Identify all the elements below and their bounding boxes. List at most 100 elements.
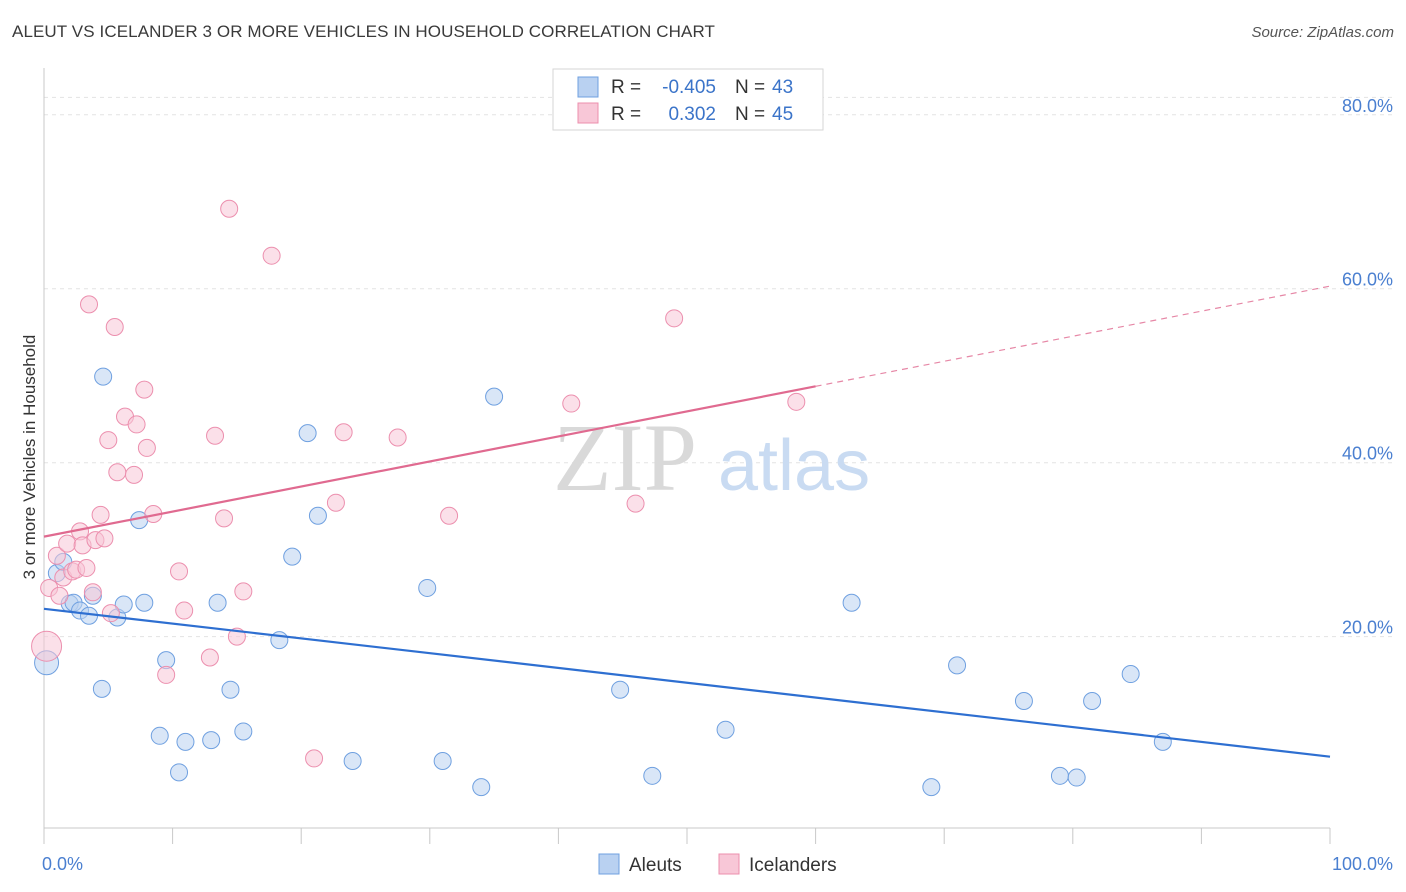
point-aleuts [1067, 768, 1086, 787]
grid-lines [44, 96, 1392, 638]
point-aleuts [234, 722, 253, 741]
tick-labels: 20.0% 40.0% 60.0% 80.0% 0.0% 100.0% [42, 96, 1393, 874]
legend-bottom-swatch-icelanders [718, 853, 740, 875]
legend-stats: R = -0.405 N = 43 R = 0.302 N = 45 [552, 68, 824, 131]
point-icelanders [234, 582, 253, 601]
point-aleuts [176, 732, 195, 751]
point-aleuts [221, 680, 240, 699]
point-icelanders [215, 509, 234, 528]
point-icelanders [626, 494, 645, 513]
point-aleuts [922, 778, 941, 797]
point-icelanders [305, 749, 324, 768]
y-tick-label: 60.0% [1342, 270, 1393, 290]
point-icelanders [77, 558, 96, 577]
point-icelanders [665, 309, 684, 328]
point-aleuts [1083, 692, 1102, 711]
point-aleuts [114, 595, 133, 614]
point-icelanders [326, 493, 345, 512]
legend-n-label-aleuts: N = [735, 77, 765, 98]
point-aleuts [92, 679, 111, 698]
point-aleuts [308, 506, 327, 525]
data-points [31, 199, 1172, 797]
watermark-zip: ZIP [553, 404, 697, 511]
trend-line-icelanders [43, 385, 816, 538]
point-aleuts [208, 593, 227, 612]
point-icelanders [170, 562, 189, 581]
point-icelanders [58, 534, 77, 553]
point-icelanders [83, 583, 102, 602]
x-tick-label-min: 0.0% [42, 854, 83, 874]
point-icelanders [388, 428, 407, 447]
point-aleuts [433, 752, 452, 771]
point-aleuts [418, 578, 437, 597]
legend-bottom-label-aleuts: Aleuts [629, 855, 682, 876]
point-aleuts [150, 726, 169, 745]
legend-n-label-icelanders: N = [735, 104, 765, 125]
point-aleuts [485, 387, 504, 406]
legend-r-value-aleuts: -0.405 [662, 77, 716, 98]
point-icelanders [440, 506, 459, 525]
point-icelanders [334, 423, 353, 442]
point-aleuts [1121, 665, 1140, 684]
point-aleuts [842, 593, 861, 612]
point-aleuts [343, 752, 362, 771]
legend-r-value-icelanders: 0.302 [668, 104, 716, 125]
point-aleuts [283, 547, 302, 566]
x-tick-label-max: 100.0% [1332, 854, 1393, 874]
point-icelanders [127, 415, 146, 434]
legend-r-label-aleuts: R = [611, 77, 641, 98]
point-icelanders [262, 246, 281, 265]
point-icelanders [47, 546, 66, 565]
legend-r-label-icelanders: R = [611, 104, 641, 125]
point-aleuts [716, 720, 735, 739]
point-icelanders [562, 394, 581, 413]
watermark: ZIP atlas [553, 404, 870, 511]
legend-series: Aleuts Icelanders [598, 853, 837, 876]
point-aleuts [948, 656, 967, 675]
point-icelanders [91, 505, 110, 524]
point-icelanders [787, 392, 806, 411]
chart-title: ALEUT VS ICELANDER 3 OR MORE VEHICLES IN… [12, 22, 716, 41]
point-icelanders [105, 318, 124, 337]
y-tick-label: 40.0% [1342, 444, 1393, 464]
point-icelanders [50, 586, 69, 605]
point-icelanders [99, 431, 118, 450]
point-icelanders [206, 426, 225, 445]
point-aleuts [170, 763, 189, 782]
legend-swatch-aleuts [577, 76, 599, 98]
point-icelanders [95, 529, 114, 548]
point-icelanders [125, 465, 144, 484]
point-icelanders [137, 438, 156, 457]
point-icelanders [101, 604, 120, 623]
point-icelanders [135, 380, 154, 399]
watermark-atlas: atlas [718, 426, 870, 506]
legend-bottom-swatch-aleuts [598, 853, 620, 875]
point-aleuts [472, 778, 491, 797]
legend-swatch-icelanders [577, 102, 599, 124]
trend-lines [43, 285, 1331, 758]
point-icelanders [200, 648, 219, 667]
legend-n-value-icelanders: 45 [772, 104, 793, 125]
point-aleuts [298, 424, 317, 443]
chart-source: Source: ZipAtlas.com [1251, 24, 1394, 41]
y-axis-title: 3 or more Vehicles in Household [20, 335, 39, 580]
point-icelanders [108, 463, 127, 482]
point-aleuts [643, 766, 662, 785]
point-icelanders [80, 295, 99, 314]
trend-line-aleuts [43, 607, 1331, 758]
point-aleuts [1050, 766, 1069, 785]
point-aleuts [611, 680, 630, 699]
point-icelanders [157, 665, 176, 684]
point-icelanders [220, 199, 239, 218]
point-aleuts [135, 593, 154, 612]
point-icelanders [175, 601, 194, 620]
point-aleuts [94, 367, 113, 386]
point-icelanders [31, 630, 63, 662]
legend-bottom-label-icelanders: Icelanders [749, 855, 837, 876]
point-aleuts [1014, 692, 1033, 711]
legend-n-value-aleuts: 43 [772, 77, 793, 98]
y-tick-label: 80.0% [1342, 96, 1393, 116]
point-aleuts [202, 731, 221, 750]
trend-line-extension-icelanders [815, 285, 1331, 387]
